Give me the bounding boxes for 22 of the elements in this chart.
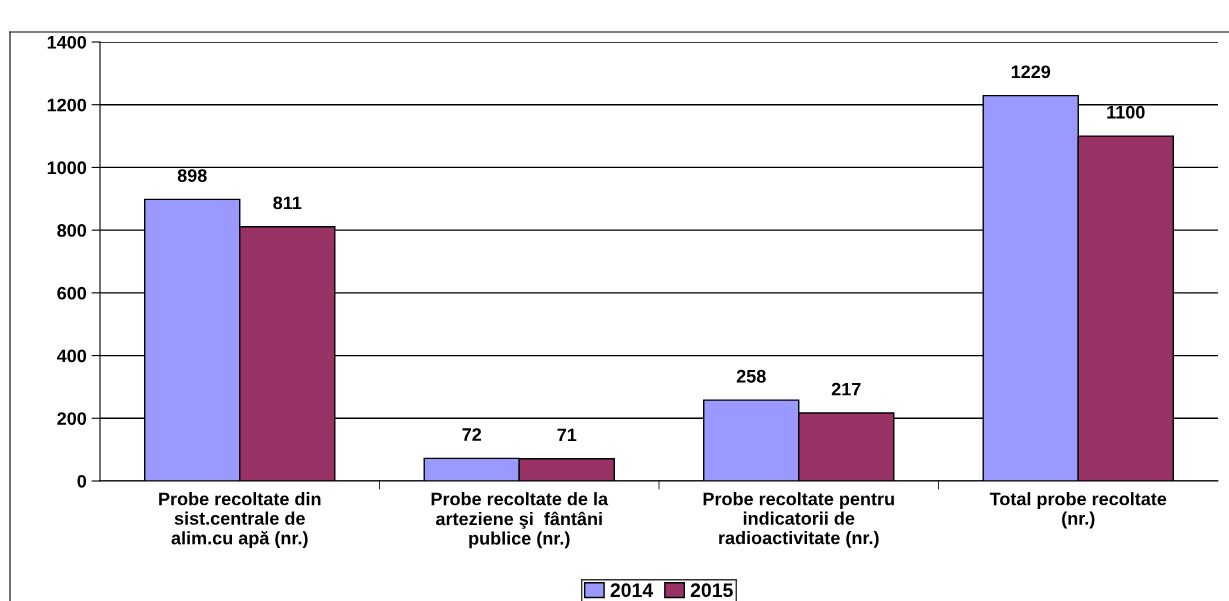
data-label: 258: [736, 369, 766, 383]
legend-label: 2014: [610, 583, 654, 598]
legend-label: 2015: [690, 583, 733, 598]
y-tick-label: 0: [77, 474, 87, 488]
y-tick-label: 1200: [47, 98, 87, 112]
x-tick-label: Probe recoltate de la arteziene şi fântâni publice (nr.): [431, 492, 609, 549]
data-label: 71: [557, 428, 577, 442]
y-tick-label: 400: [56, 349, 87, 363]
x-tick-label: Probe recoltate din sist.centrale de alim.cu apă (nr.): [159, 492, 321, 549]
data-label: 898: [177, 169, 207, 182]
y-tick-label: 200: [57, 412, 87, 426]
x-tick-label: Probe recoltate pentru indicatorii de radioactivitate (nr.): [703, 492, 894, 548]
y-tick-label: 600: [57, 286, 87, 300]
data-label: 217: [831, 382, 861, 396]
y-tick-label: 800: [57, 224, 87, 237]
y-tick-label: 1400: [47, 35, 87, 49]
data-label: 1229: [1011, 65, 1051, 79]
data-label: 1100: [1107, 105, 1145, 119]
data-label: 811: [273, 196, 302, 210]
x-tick-label: Total probe recoltate (nr.): [989, 492, 1167, 529]
data-label: 72: [462, 428, 482, 441]
y-tick-label: 1000: [47, 161, 87, 175]
